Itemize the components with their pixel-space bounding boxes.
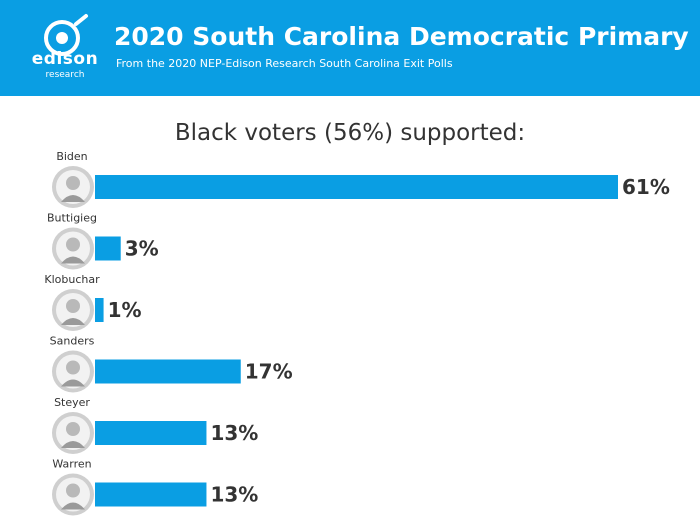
avatar-warren <box>52 473 94 516</box>
bar-warren <box>95 482 207 507</box>
name-label-buttigieg: Buttigieg <box>47 212 97 225</box>
bar-buttigieg <box>95 236 121 261</box>
value-label-warren: 13% <box>210 483 258 507</box>
bar-klobuchar <box>95 298 104 322</box>
name-label-klobuchar: Klobuchar <box>44 273 100 286</box>
name-label-sanders: Sanders <box>50 335 95 348</box>
value-label-biden: 61% <box>622 175 670 199</box>
value-label-steyer: 13% <box>210 421 258 445</box>
avatar-sanders <box>52 350 94 393</box>
value-label-klobuchar: 1% <box>108 298 142 322</box>
avatar-klobuchar <box>52 289 94 331</box>
chart-title: Black voters (56%) supported: <box>174 120 526 146</box>
bar-steyer <box>95 421 207 445</box>
bar-sanders <box>95 359 241 384</box>
edison-logo-icon <box>44 14 88 56</box>
header-banner: edison research 2020 South Carolina Demo… <box>0 0 700 96</box>
page-subtitle: From the 2020 NEP-Edison Research South … <box>116 57 453 70</box>
brand-subname: research <box>45 70 85 80</box>
avatar-buttigieg <box>52 227 94 270</box>
name-label-warren: Warren <box>52 458 91 471</box>
avatar-biden <box>52 166 94 208</box>
name-label-steyer: Steyer <box>54 396 90 409</box>
bar-biden <box>95 175 618 199</box>
value-label-sanders: 17% <box>245 360 293 384</box>
name-label-biden: Biden <box>56 150 87 163</box>
value-label-buttigieg: 3% <box>125 237 159 261</box>
avatar-steyer <box>52 412 94 454</box>
page-title: 2020 South Carolina Democratic Primary <box>114 22 689 51</box>
brand-name: edison <box>31 49 99 69</box>
